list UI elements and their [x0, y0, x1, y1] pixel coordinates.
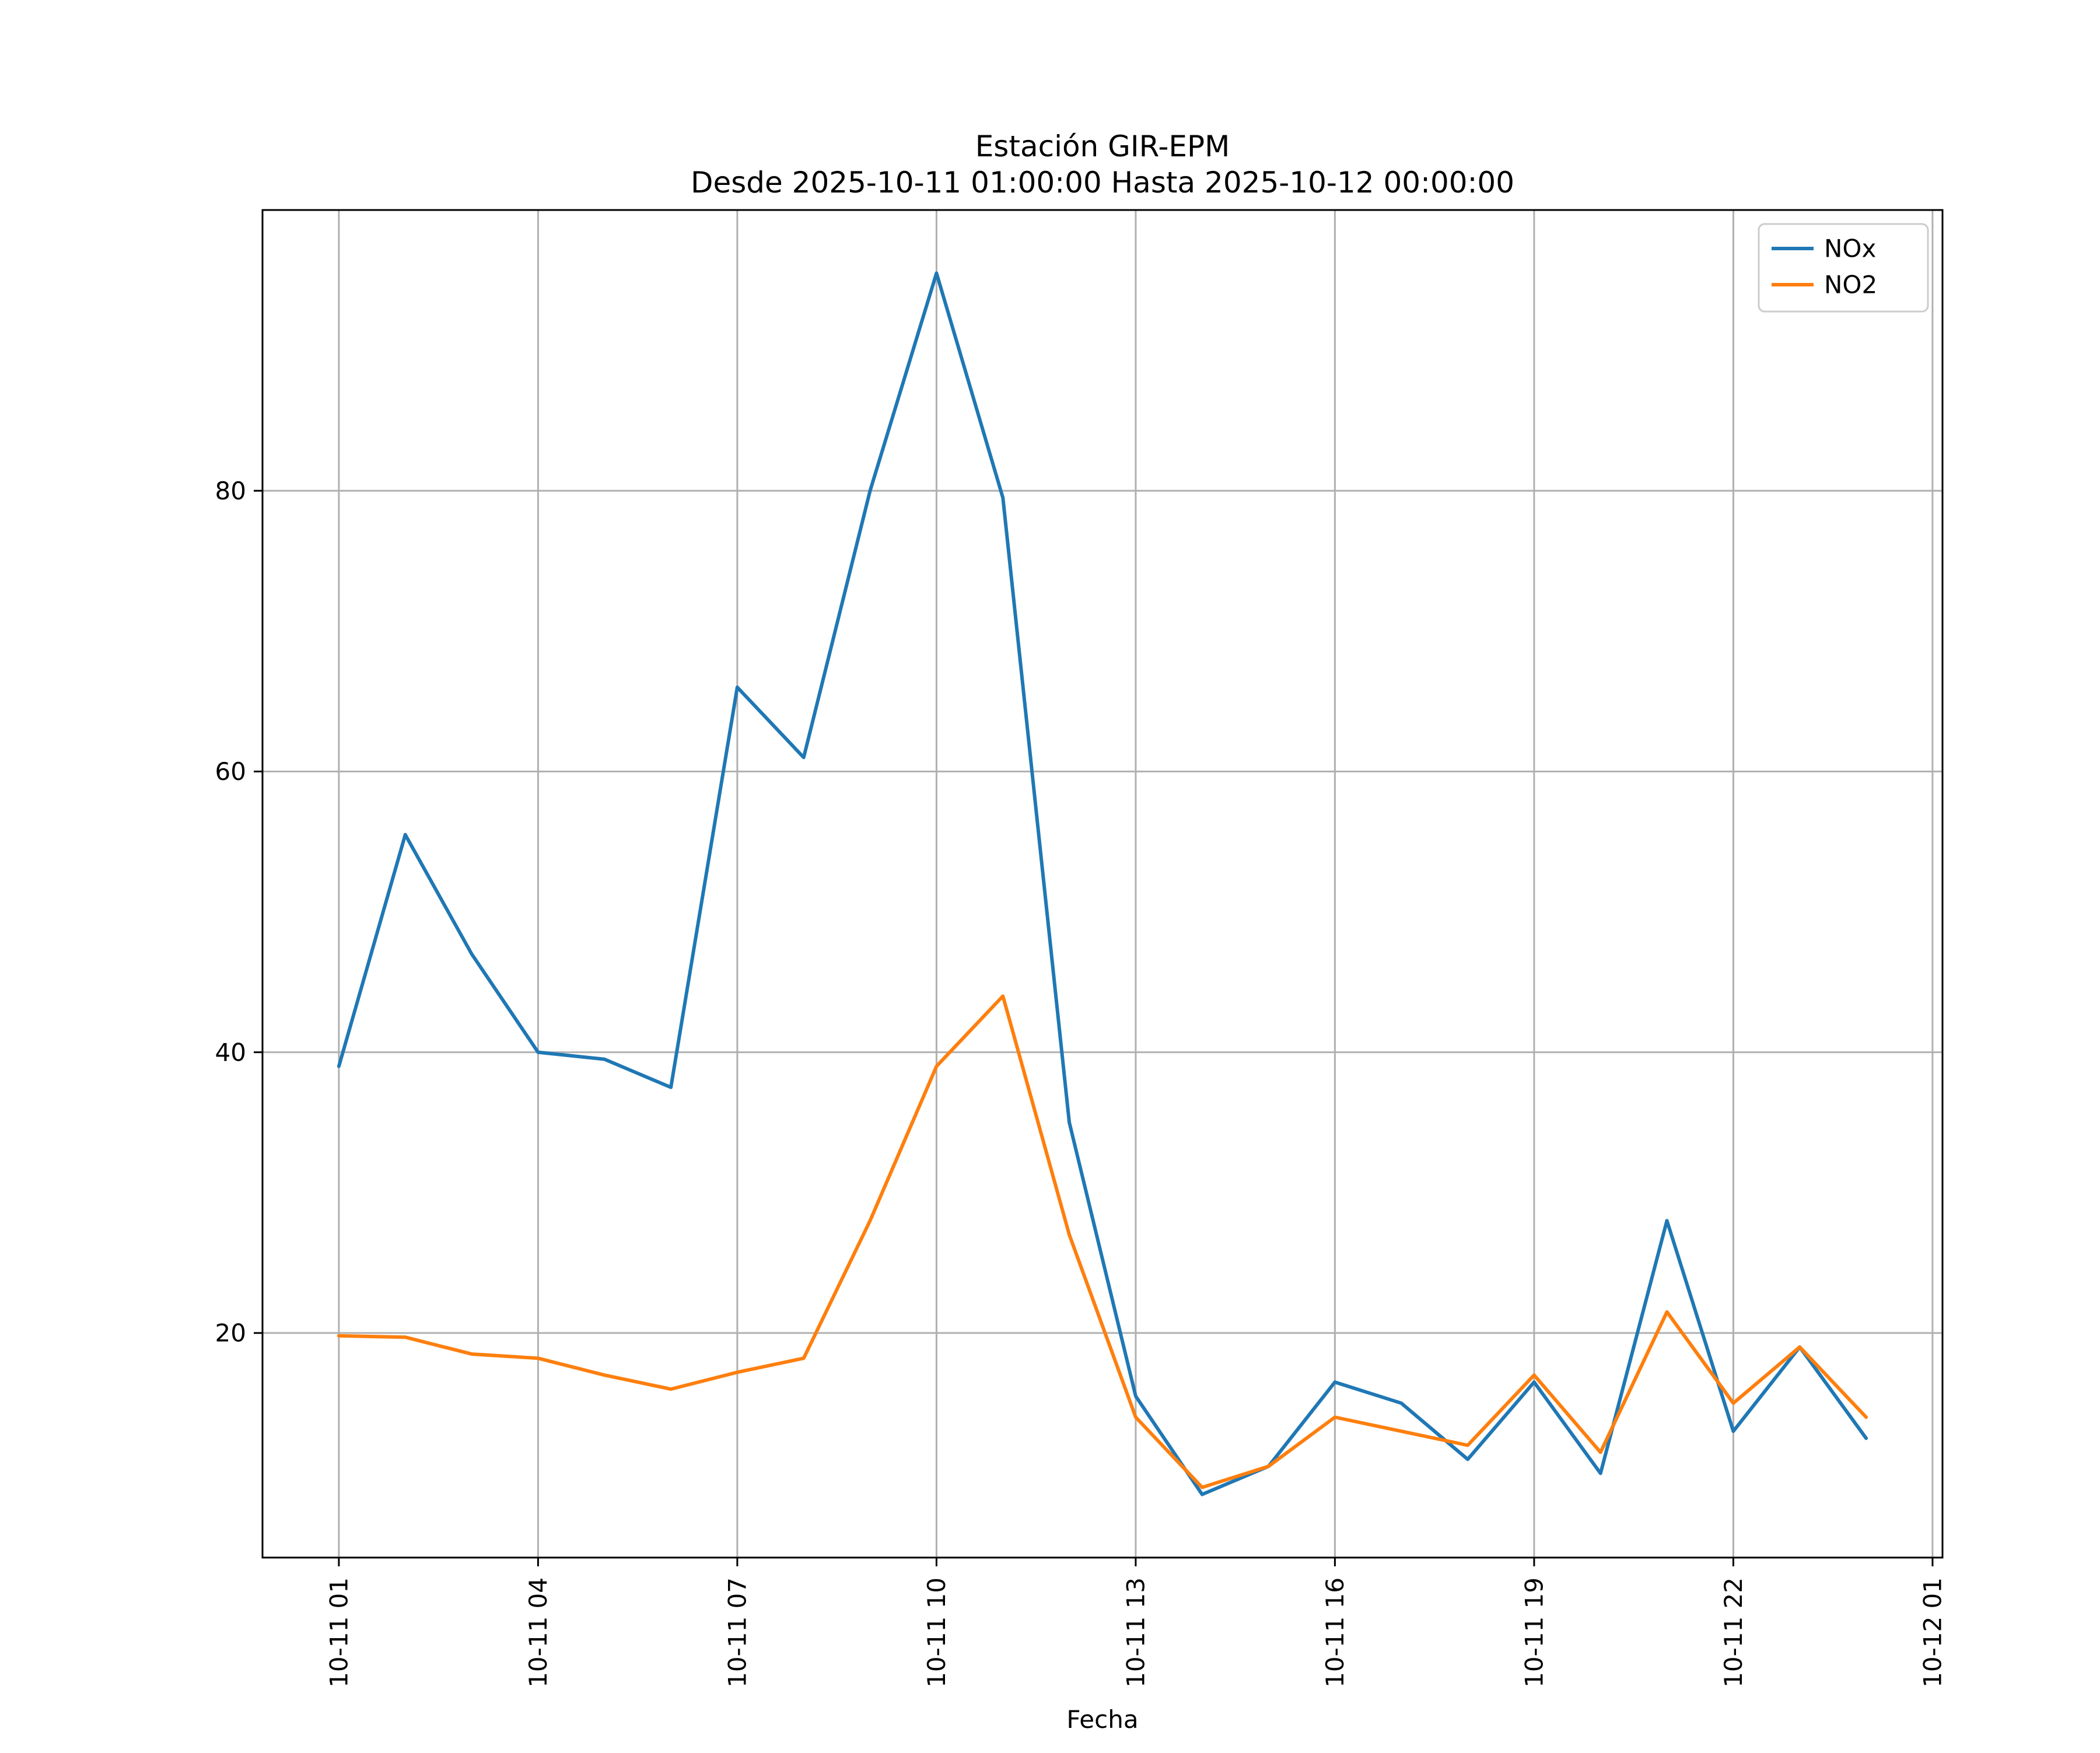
x-tick-label: 10-12 01 [1918, 1577, 1947, 1688]
y-tick-label: 80 [215, 477, 246, 505]
plot-border [261, 209, 1944, 1559]
x-tick-label: 10-11 13 [1121, 1577, 1150, 1688]
series-line-nox [337, 271, 1868, 1496]
axis-ticks: 10-11 01 10-11 04 10-11 07 10-11 10 10-11 13… [215, 477, 1947, 1688]
data-series [337, 271, 1868, 1496]
x-axis-label: Fecha [1066, 1705, 1138, 1734]
legend-label-no2: NO2 [1824, 271, 1877, 299]
series-line-no2 [337, 994, 1868, 1489]
x-tick-label: 10-11 16 [1321, 1577, 1349, 1688]
y-tick-label: 20 [215, 1319, 246, 1348]
x-tick-label: 10-11 10 [922, 1577, 951, 1688]
x-tick-label: 10-11 19 [1520, 1577, 1548, 1688]
chart-title: Estación GIR-EPM [975, 130, 1230, 163]
x-tick-label: 10-11 04 [524, 1577, 552, 1688]
chart-subtitle: Desde 2025-10-11 01:00:00 Hasta 2025-10-… [691, 166, 1514, 200]
legend: NOx NO2 [1758, 223, 1929, 313]
x-tick-label: 10-11 01 [324, 1577, 353, 1688]
y-tick-label: 40 [215, 1038, 246, 1066]
legend-box [1758, 223, 1929, 313]
x-tick-label: 10-11 22 [1719, 1577, 1748, 1688]
legend-label-nox: NOx [1824, 235, 1876, 263]
y-tick-label: 60 [215, 757, 246, 786]
x-tick-label: 10-11 07 [723, 1577, 751, 1688]
